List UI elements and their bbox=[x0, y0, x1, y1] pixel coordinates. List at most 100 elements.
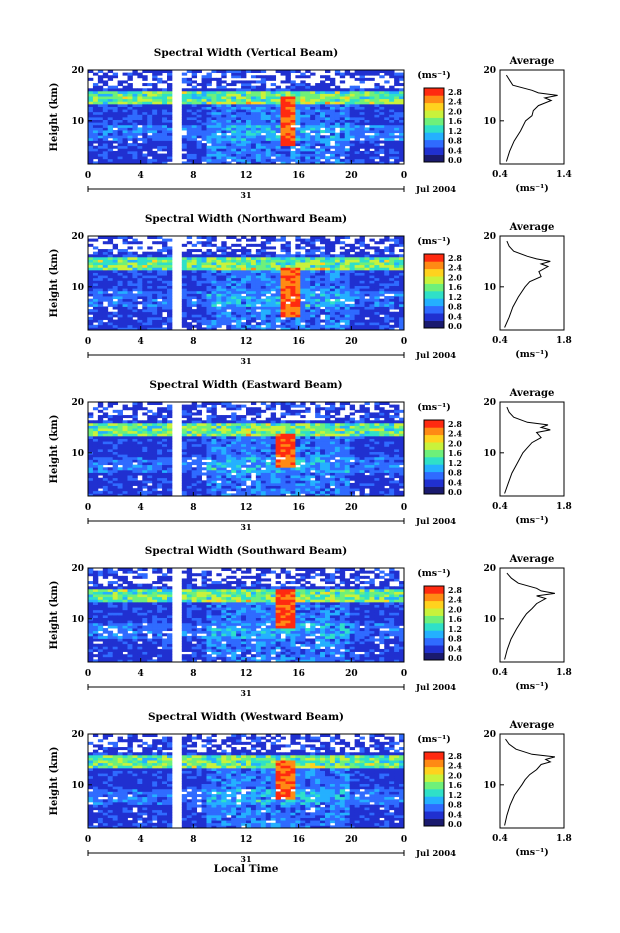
heatmap-cell bbox=[236, 96, 241, 99]
heatmap-cell bbox=[167, 280, 172, 283]
heatmap-cell bbox=[236, 462, 241, 465]
heatmap-cell bbox=[374, 133, 379, 136]
heatmap-cell bbox=[315, 130, 320, 133]
heatmap-cell bbox=[118, 80, 123, 83]
heatmap-cell bbox=[202, 275, 207, 278]
colorbar-tick-label: 0.8 bbox=[448, 302, 462, 312]
heatmap-cell bbox=[152, 154, 157, 157]
heatmap-cell bbox=[88, 88, 93, 91]
heatmap-cell bbox=[162, 109, 167, 112]
heatmap-cell bbox=[147, 114, 152, 117]
heatmap-cell bbox=[266, 314, 271, 317]
heatmap-cell bbox=[128, 75, 133, 78]
heatmap-cell bbox=[286, 88, 291, 91]
heatmap-cell bbox=[128, 120, 133, 123]
heatmap-cell bbox=[197, 262, 202, 265]
heatmap-cell bbox=[132, 241, 137, 244]
heatmap-cell bbox=[207, 296, 212, 299]
heatmap-cell bbox=[345, 257, 350, 260]
heatmap-cell bbox=[128, 94, 133, 97]
heatmap-cell bbox=[369, 278, 374, 281]
heatmap-cell bbox=[132, 488, 137, 491]
heatmap-cell bbox=[103, 431, 108, 434]
heatmap-cell bbox=[389, 296, 394, 299]
heatmap-cell bbox=[128, 459, 133, 462]
heatmap-cell bbox=[147, 314, 152, 317]
heatmap-cell bbox=[379, 322, 384, 325]
heatmap-cell bbox=[147, 257, 152, 260]
heatmap-cell bbox=[310, 288, 315, 291]
heatmap-cell bbox=[231, 317, 236, 320]
heatmap-cell bbox=[325, 112, 330, 115]
heatmap-cell bbox=[216, 436, 221, 439]
heatmap-cell bbox=[132, 112, 137, 115]
heatmap-cell bbox=[360, 99, 365, 102]
heatmap-cell bbox=[103, 291, 108, 294]
heatmap-cell bbox=[93, 304, 98, 307]
heatmap-cell bbox=[128, 423, 133, 426]
heatmap-cell bbox=[202, 125, 207, 128]
heatmap-cell bbox=[157, 117, 162, 120]
heatmap-cell bbox=[286, 241, 291, 244]
heatmap-cell bbox=[142, 262, 147, 265]
heatmap-cell bbox=[384, 309, 389, 312]
heatmap-cell bbox=[128, 454, 133, 457]
heatmap-cell bbox=[182, 125, 187, 128]
heatmap-cell bbox=[290, 86, 295, 89]
heatmap-cell bbox=[157, 288, 162, 291]
heatmap-cell bbox=[300, 138, 305, 141]
heatmap-cell bbox=[379, 299, 384, 302]
heatmap-cell bbox=[137, 273, 142, 276]
heatmap-cell bbox=[236, 286, 241, 289]
heatmap-cell bbox=[290, 159, 295, 162]
heatmap-cell bbox=[271, 96, 276, 99]
heatmap-cell bbox=[167, 278, 172, 281]
heatmap-cell bbox=[147, 446, 152, 449]
heatmap-cell bbox=[345, 101, 350, 104]
heatmap-cell bbox=[132, 483, 137, 486]
heatmap-cell bbox=[261, 83, 266, 86]
heatmap-cell bbox=[202, 444, 207, 447]
heatmap-cell bbox=[300, 148, 305, 151]
heatmap-cell bbox=[374, 86, 379, 89]
heatmap-cell bbox=[266, 75, 271, 78]
heatmap-cell bbox=[216, 317, 221, 320]
heatmap-cell bbox=[197, 146, 202, 149]
heatmap-cell bbox=[216, 78, 221, 81]
heatmap-cell bbox=[379, 309, 384, 312]
heatmap-cell bbox=[251, 151, 256, 154]
heatmap-cell bbox=[216, 459, 221, 462]
heatmap-cell bbox=[216, 260, 221, 263]
heatmap-cell bbox=[340, 122, 345, 125]
heatmap-cell bbox=[182, 280, 187, 283]
heatmap-cell bbox=[113, 96, 118, 99]
heatmap-cell bbox=[123, 125, 128, 128]
heatmap-cell bbox=[374, 283, 379, 286]
heatmap-cell bbox=[162, 454, 167, 457]
heatmap-cell bbox=[108, 125, 113, 128]
heatmap-cell bbox=[325, 246, 330, 249]
heatmap-cell bbox=[207, 114, 212, 117]
heatmap-cell bbox=[241, 304, 246, 307]
heatmap-cell bbox=[226, 449, 231, 452]
heatmap-cell bbox=[202, 75, 207, 78]
heatmap-cell bbox=[132, 99, 137, 102]
heatmap-cell bbox=[98, 418, 103, 421]
heatmap-cell bbox=[137, 278, 142, 281]
heatmap-cell bbox=[330, 104, 335, 107]
heatmap-cell bbox=[211, 78, 216, 81]
heatmap-cell bbox=[88, 312, 93, 315]
heatmap-cell bbox=[345, 154, 350, 157]
heatmap-cell bbox=[108, 120, 113, 123]
heatmap-cell bbox=[118, 96, 123, 99]
heatmap-cell bbox=[128, 462, 133, 465]
heatmap-cell bbox=[241, 278, 246, 281]
heatmap-cell bbox=[365, 112, 370, 115]
heatmap-cell bbox=[128, 322, 133, 325]
heatmap-cell bbox=[113, 138, 118, 141]
heatmap-cell bbox=[320, 86, 325, 89]
heatmap-cell bbox=[197, 156, 202, 159]
heatmap-cell bbox=[295, 114, 300, 117]
heatmap-cell bbox=[221, 127, 226, 130]
heatmap-cell bbox=[142, 312, 147, 315]
